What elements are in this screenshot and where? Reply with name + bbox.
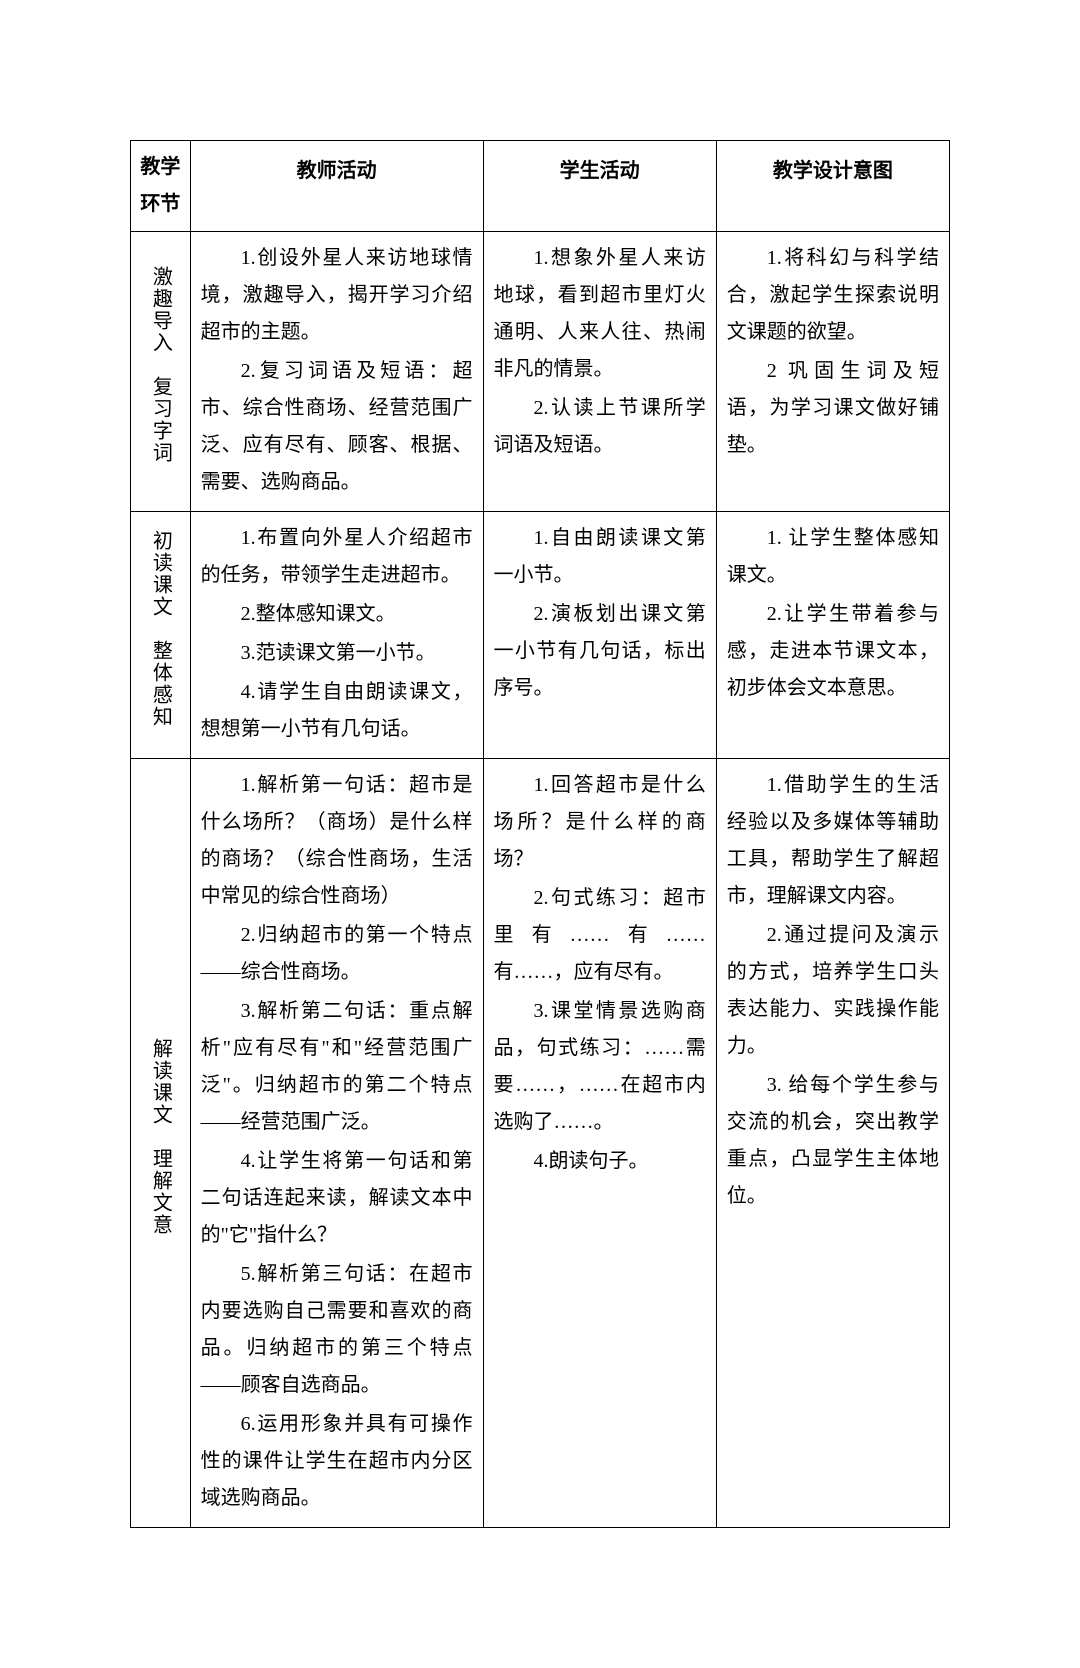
header-student: 学生活动 [483,141,716,232]
paragraph: 2.演板划出课文第一小节有几句话，标出序号。 [494,596,706,707]
paragraph: 1.将科幻与科学结合，激起学生探索说明文课题的欲望。 [727,240,939,351]
paragraph: 4.朗读句子。 [494,1143,706,1180]
paragraph: 3.范读课文第一小节。 [201,635,473,672]
paragraph: 2.复习词语及短语：超市、综合性商场、经营范围广泛、应有尽有、顾客、根据、需要、… [201,353,473,501]
table-row: 初读课文 整体感知 1.布置向外星人介绍超市的任务，带领学生走进超市。2.整体感知… [131,512,950,759]
paragraph: 1.想象外星人来访地球，看到超市里灯火通明、人来人往、热闹非凡的情景。 [494,240,706,388]
header-teacher: 教师活动 [190,141,483,232]
paragraph: 3.课堂情景选购商品，句式练习：……需要……，……在超市内选购了……。 [494,993,706,1141]
paragraph: 2.句式练习：超市里有……有……有……，应有尽有。 [494,880,706,991]
paragraph: 2.归纳超市的第一个特点——综合性商场。 [201,917,473,991]
paragraph: 3. 给每个学生参与交流的机会，突出教学重点，凸显学生主体地位。 [727,1067,939,1215]
stage-cell: 激趣导入 复习字词 [131,232,191,512]
stage-label: 初读课文 整体感知 [146,530,174,728]
table-body: 激趣导入 复习字词 1.创设外星人来访地球情境，激趣导入，揭开学习介绍超市的主题。… [131,232,950,1528]
student-cell: 1.回答超市是什么场所？是什么样的商场？2.句式练习：超市里有……有……有……，… [483,759,716,1528]
student-cell: 1.自由朗读课文第一小节。2.演板划出课文第一小节有几句话，标出序号。 [483,512,716,759]
stage-cell: 初读课文 整体感知 [131,512,191,759]
teacher-cell: 1.解析第一句话：超市是什么场所？（商场）是什么样的商场？（综合性商场，生活中常… [190,759,483,1528]
student-cell: 1.想象外星人来访地球，看到超市里灯火通明、人来人往、热闹非凡的情景。2.认读上… [483,232,716,512]
stage-label: 解读课文 理解文意 [146,1038,174,1236]
stage-label: 激趣导入 复习字词 [146,266,174,464]
stage-cell: 解读课文 理解文意 [131,759,191,1528]
table-row: 激趣导入 复习字词 1.创设外星人来访地球情境，激趣导入，揭开学习介绍超市的主题。… [131,232,950,512]
paragraph: 1. 让学生整体感知课文。 [727,520,939,594]
paragraph: 2.整体感知课文。 [201,596,473,633]
lesson-plan-table: 教学环节 教师活动 学生活动 教学设计意图 激趣导入 复习字词 1.创设外星人来访… [130,140,950,1528]
paragraph: 2.认读上节课所学词语及短语。 [494,390,706,464]
paragraph: 5.解析第三句话：在超市内要选购自己需要和喜欢的商品。归纳超市的第三个特点——顾… [201,1256,473,1404]
paragraph: 4.让学生将第一句话和第二句话连起来读，解读文本中的"它"指什么？ [201,1143,473,1254]
paragraph: 6.运用形象并具有可操作性的课件让学生在超市内分区域选购商品。 [201,1406,473,1517]
table-row: 解读课文 理解文意 1.解析第一句话：超市是什么场所？（商场）是什么样的商场？（综… [131,759,950,1528]
paragraph: 1.借助学生的生活经验以及多媒体等辅助工具，帮助学生了解超市，理解课文内容。 [727,767,939,915]
intent-cell: 1. 让学生整体感知课文。2.让学生带着参与感，走进本节课文本，初步体会文本意思… [716,512,949,759]
intent-cell: 1.借助学生的生活经验以及多媒体等辅助工具，帮助学生了解超市，理解课文内容。2.… [716,759,949,1528]
paragraph: 1.创设外星人来访地球情境，激趣导入，揭开学习介绍超市的主题。 [201,240,473,351]
paragraph: 2 巩固生词及短语，为学习课文做好铺垫。 [727,353,939,464]
teacher-cell: 1.创设外星人来访地球情境，激趣导入，揭开学习介绍超市的主题。2.复习词语及短语… [190,232,483,512]
paragraph: 2.通过提问及演示的方式，培养学生口头表达能力、实践操作能力。 [727,917,939,1065]
teacher-cell: 1.布置向外星人介绍超市的任务，带领学生走进超市。2.整体感知课文。3.范读课文… [190,512,483,759]
paragraph: 2.让学生带着参与感，走进本节课文本，初步体会文本意思。 [727,596,939,707]
paragraph: 1.回答超市是什么场所？是什么样的商场？ [494,767,706,878]
paragraph: 1.自由朗读课文第一小节。 [494,520,706,594]
header-intent: 教学设计意图 [716,141,949,232]
paragraph: 3.解析第二句话：重点解析"应有尽有"和"经营范围广泛"。归纳超市的第二个特点—… [201,993,473,1141]
paragraph: 4.请学生自由朗读课文，想想第一小节有几句话。 [201,674,473,748]
paragraph: 1.解析第一句话：超市是什么场所？（商场）是什么样的商场？（综合性商场，生活中常… [201,767,473,915]
paragraph: 1.布置向外星人介绍超市的任务，带领学生走进超市。 [201,520,473,594]
header-stage: 教学环节 [131,141,191,232]
intent-cell: 1.将科幻与科学结合，激起学生探索说明文课题的欲望。2 巩固生词及短语，为学习课… [716,232,949,512]
